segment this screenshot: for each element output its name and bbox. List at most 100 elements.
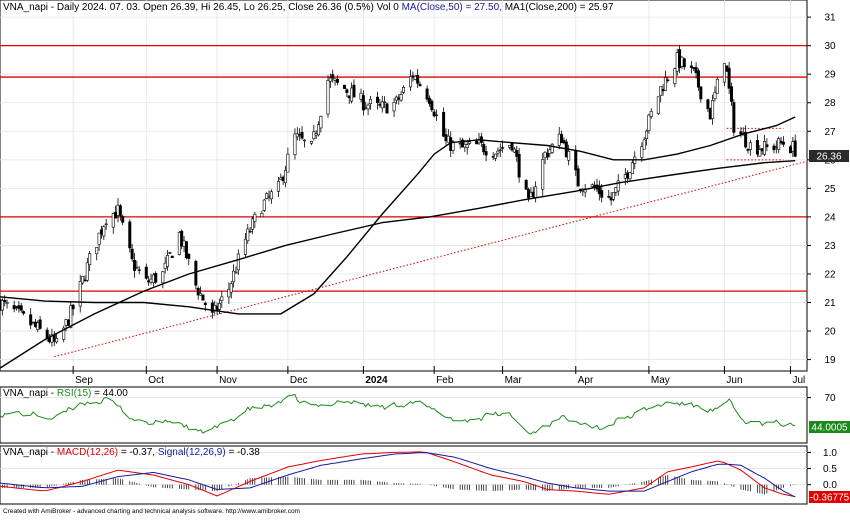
- candle-body: [758, 149, 762, 157]
- candle-body: [220, 296, 224, 302]
- candle-body: [647, 114, 651, 131]
- macd-label: MACD(12,26): [57, 447, 118, 458]
- price-tick-label: 20: [824, 327, 836, 338]
- candle-body: [576, 168, 580, 187]
- rsi-tick-label: 70: [824, 393, 836, 404]
- candle-body: [151, 274, 155, 283]
- candle-body: [732, 102, 736, 133]
- candle-body: [722, 63, 726, 83]
- candle-body: [531, 191, 535, 198]
- candle-body: [312, 131, 316, 139]
- candle-body: [600, 190, 604, 198]
- candle-body: [475, 140, 479, 145]
- candle-body: [194, 260, 198, 286]
- candle-body: [425, 88, 429, 100]
- candle-body: [682, 58, 686, 68]
- candle-body: [781, 141, 785, 145]
- candle-body: [442, 111, 446, 137]
- candle-body: [512, 148, 516, 153]
- candle-body: [692, 67, 696, 69]
- candle-body: [121, 216, 125, 223]
- candle-body: [364, 107, 368, 109]
- candle-body: [319, 115, 323, 129]
- candle-body: [711, 100, 715, 119]
- candle-body: [444, 134, 448, 142]
- candle-body: [203, 302, 207, 305]
- candle-body: [560, 133, 564, 144]
- candle-body: [482, 144, 486, 153]
- candle-body: [529, 192, 533, 197]
- candle-body: [265, 193, 269, 199]
- signal-line: [0, 452, 796, 498]
- price-tick-label: 29: [824, 70, 836, 81]
- candle-body: [19, 305, 23, 311]
- candle-body: [765, 144, 769, 148]
- price-tick-label: 22: [824, 269, 836, 280]
- candle-body: [81, 276, 85, 284]
- candle-body: [29, 314, 33, 326]
- candle-body: [748, 142, 752, 150]
- candle-body: [678, 49, 682, 69]
- candle-body: [118, 205, 122, 216]
- candle-body: [161, 271, 165, 284]
- candle-body: [777, 138, 781, 150]
- candle-body: [314, 133, 318, 136]
- candle-body: [774, 146, 778, 148]
- candle-body: [0, 300, 4, 311]
- candle-body: [180, 230, 184, 247]
- candle-body: [97, 232, 101, 245]
- ma200-label: MA1(Close,200) = 25.97: [505, 2, 614, 13]
- candle-body: [331, 74, 335, 79]
- candle-body: [397, 97, 401, 100]
- candle-body: [347, 95, 351, 99]
- candle-body: [430, 100, 434, 111]
- candle-body: [515, 150, 519, 157]
- candle-body: [376, 96, 380, 103]
- candle-body: [234, 271, 238, 274]
- candle-body: [401, 87, 405, 93]
- macd-axis: 1.0 0.5 0.0: [807, 448, 837, 491]
- candle-body: [253, 213, 257, 222]
- macd-tick-label: 0.5: [823, 464, 837, 475]
- price-tick-label: 28: [824, 98, 836, 109]
- candle-body: [630, 162, 634, 175]
- month-tick-label: Feb: [436, 375, 454, 386]
- candle-body: [597, 185, 601, 195]
- candle-body: [392, 102, 396, 112]
- candle-body: [248, 230, 252, 233]
- candle-body: [31, 321, 35, 324]
- candle-body: [166, 255, 170, 267]
- candle-body: [217, 303, 221, 310]
- candle-body: [182, 240, 186, 247]
- candle-body: [446, 135, 450, 143]
- candle-body: [680, 56, 684, 67]
- month-tick-label: Sep: [75, 375, 93, 386]
- candle-body: [149, 278, 153, 283]
- candle-body: [550, 143, 554, 153]
- candle-body: [5, 301, 9, 304]
- month-tick-label: Jun: [726, 375, 742, 386]
- candle-body: [350, 87, 354, 102]
- candle-body: [725, 65, 729, 72]
- candle-body: [548, 149, 552, 154]
- candle-body: [62, 327, 66, 340]
- candle-body: [286, 153, 290, 173]
- candle-body: [760, 148, 764, 152]
- price-tick-label: 30: [824, 41, 836, 52]
- month-tick-label: Mar: [505, 375, 523, 386]
- rsi-axis: 70: [807, 393, 836, 404]
- candle-body: [713, 92, 717, 99]
- candle-body: [111, 213, 115, 228]
- footer-credit: Created with AmiBroker - advanced charti…: [3, 508, 300, 515]
- candle-body: [607, 195, 611, 198]
- candle-body: [727, 67, 731, 89]
- price-tick-label: 21: [824, 298, 836, 309]
- candle-body: [154, 273, 158, 283]
- candle-body: [343, 84, 347, 89]
- candle-body: [104, 223, 108, 226]
- candle-body: [95, 247, 99, 255]
- candle-body: [66, 319, 70, 326]
- candle-body: [383, 101, 387, 103]
- candle-body: [262, 199, 266, 211]
- trendline: [54, 160, 808, 358]
